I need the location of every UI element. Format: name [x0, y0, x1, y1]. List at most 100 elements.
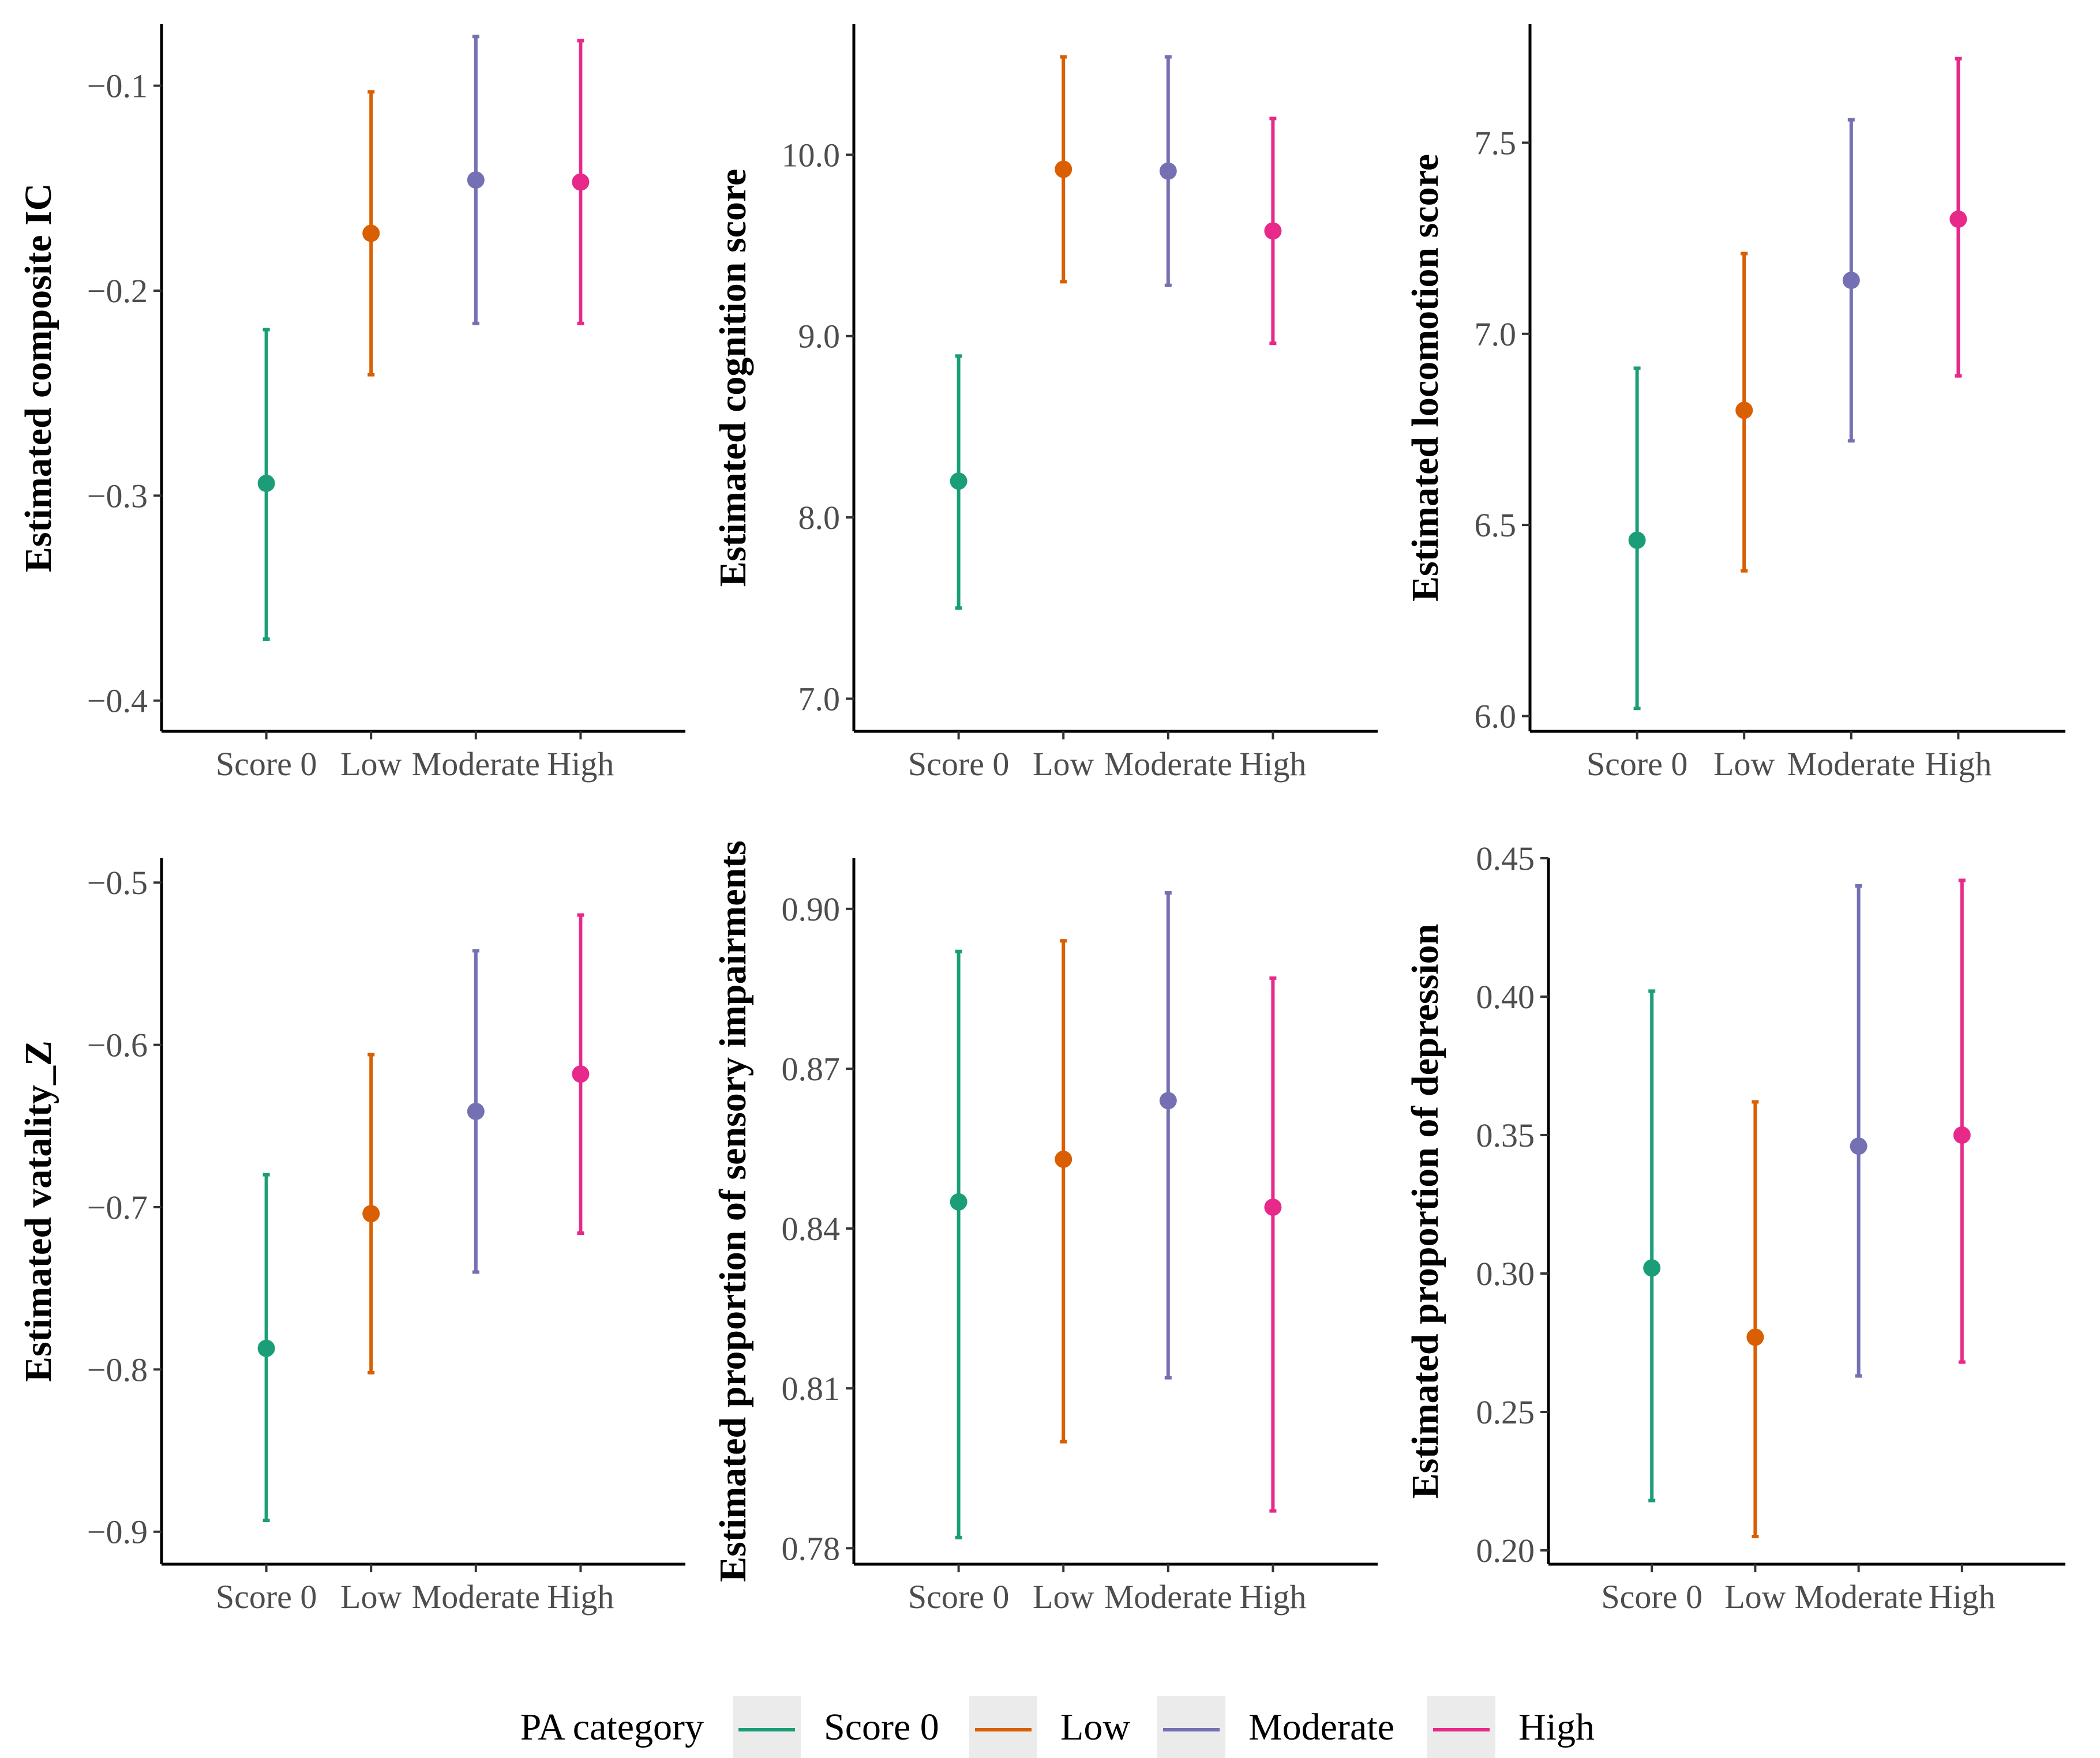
estimate-point [1159, 1092, 1177, 1110]
x-tick-label: Moderate [1104, 1578, 1232, 1616]
estimate-point [1055, 160, 1072, 178]
y-tick-label: 9.0 [798, 318, 841, 355]
estimate-point [1746, 1328, 1764, 1346]
estimate-point [1953, 1126, 1971, 1144]
y-tick-label: −0.2 [87, 272, 148, 310]
y-axis-title: Estimated proportion of depression [1404, 924, 1446, 1499]
x-tick-label: Score 0 [908, 745, 1010, 783]
estimate-point [1949, 210, 1967, 228]
legend-key-background [969, 1696, 1037, 1758]
panel-6: 0.20 0.25 0.30 0.35 0.40 0.45 Score 0 Low Modera… [1404, 840, 2065, 1616]
x-tick-label: Low [340, 1578, 402, 1616]
y-tick-label: 7.0 [798, 680, 841, 718]
y-tick-label: −0.3 [87, 477, 148, 514]
x-tick-label: Low [340, 745, 402, 783]
y-axis-title: Estimated locomotion score [1404, 154, 1446, 602]
x-tick-label: Moderate [1794, 1578, 1922, 1616]
y-tick-label: 0.40 [1476, 978, 1535, 1016]
legend-title: PA category [520, 1706, 704, 1748]
y-tick-label: 8.0 [798, 499, 841, 536]
y-tick-label: 0.30 [1476, 1255, 1535, 1293]
estimate-point [257, 475, 275, 493]
x-tick-label: High [1925, 745, 1992, 783]
legend-item: Low [969, 1696, 1130, 1758]
panel-2: 7.0 8.0 9.0 10.0 Score 0 Low Moderate High Estim… [712, 24, 1378, 783]
y-tick-label: −0.9 [87, 1513, 148, 1551]
y-tick-label: 0.81 [782, 1370, 841, 1407]
y-tick-label: 10.0 [782, 136, 841, 174]
y-tick-label: 6.0 [1475, 697, 1517, 735]
estimate-point [257, 1339, 275, 1357]
estimate-point [950, 1193, 967, 1211]
estimate-point [950, 472, 967, 490]
estimate-point [1735, 401, 1753, 419]
y-tick-label: −0.7 [87, 1189, 148, 1226]
y-tick-label: −0.4 [87, 682, 148, 720]
x-tick-label: Low [1033, 1578, 1094, 1616]
panel-4: −0.9 −0.8 −0.7 −0.6 −0.5 Score 0 Low Moderate Hi… [17, 858, 685, 1616]
estimate-point [1850, 1137, 1867, 1155]
panel-1: −0.4 −0.3 −0.2 −0.1 Score 0 Low Moderate High Es… [17, 24, 685, 783]
y-tick-label: −0.5 [87, 864, 148, 901]
legend-label: Moderate [1248, 1706, 1394, 1748]
x-tick-label: High [1239, 745, 1306, 783]
estimate-point [1264, 222, 1282, 240]
estimate-point [572, 1065, 590, 1083]
legend-key-background [1157, 1696, 1225, 1758]
y-tick-label: 7.0 [1475, 315, 1517, 353]
x-tick-label: Score 0 [1587, 745, 1688, 783]
panel-5: 0.78 0.81 0.84 0.87 0.90 Score 0 Low Moderate Hi… [712, 840, 1378, 1616]
legend-label: Low [1060, 1706, 1130, 1748]
panel-3: 6.0 6.5 7.0 7.5 Score 0 Low Moderate High Estima… [1404, 24, 2065, 783]
x-tick-label: Low [1033, 745, 1094, 783]
estimate-point [1628, 531, 1646, 549]
x-tick-label: Score 0 [216, 1578, 317, 1616]
x-tick-label: High [547, 745, 614, 783]
y-tick-label: 0.25 [1476, 1393, 1535, 1431]
legend-item: Moderate [1157, 1696, 1394, 1758]
estimate-point [467, 171, 485, 189]
estimate-point [572, 173, 590, 191]
x-tick-label: Low [1713, 745, 1775, 783]
y-tick-label: 0.78 [782, 1530, 841, 1567]
y-tick-label: 0.90 [782, 891, 841, 928]
estimate-point [362, 224, 380, 242]
y-tick-label: 0.20 [1476, 1532, 1535, 1569]
y-axis-title: Estimated vatality_Z [17, 1040, 59, 1382]
x-tick-label: Low [1724, 1578, 1786, 1616]
x-tick-label: Moderate [412, 1578, 540, 1616]
y-tick-label: −0.8 [87, 1351, 148, 1388]
x-tick-label: Score 0 [216, 745, 317, 783]
legend-key-background [733, 1696, 801, 1758]
y-tick-label: 0.87 [782, 1050, 841, 1088]
x-tick-label: Score 0 [1601, 1578, 1702, 1616]
y-tick-label: −0.1 [87, 67, 148, 105]
legend-key-background [1427, 1696, 1495, 1758]
y-axis-title: Estimated cognition score [712, 169, 754, 587]
y-tick-label: 0.84 [782, 1210, 841, 1248]
legend-label: Score 0 [824, 1706, 939, 1748]
x-tick-label: High [547, 1578, 614, 1616]
y-tick-label: 0.45 [1476, 840, 1535, 877]
estimate-point [1643, 1259, 1661, 1277]
estimate-point [1264, 1199, 1282, 1216]
y-tick-label: −0.6 [87, 1027, 148, 1064]
x-tick-label: Moderate [412, 745, 540, 783]
x-tick-label: Moderate [1787, 745, 1915, 783]
estimate-point [467, 1102, 485, 1120]
legend-label: High [1518, 1706, 1595, 1748]
x-tick-label: Score 0 [908, 1578, 1010, 1616]
estimate-point [1159, 162, 1177, 180]
legend-item: High [1427, 1696, 1595, 1758]
estimate-point [1842, 272, 1860, 290]
x-tick-label: Moderate [1104, 745, 1232, 783]
legend-item: Score 0 [733, 1696, 939, 1758]
y-tick-label: 0.35 [1476, 1117, 1535, 1154]
estimate-point [362, 1205, 380, 1223]
legend: PA category Score 0 Low Moderate High [520, 1696, 1595, 1758]
y-tick-label: 7.5 [1475, 124, 1517, 161]
y-axis-title: Estimated proportion of sensory impairme… [712, 840, 754, 1582]
y-axis-title: Estimated composite IC [17, 183, 59, 573]
